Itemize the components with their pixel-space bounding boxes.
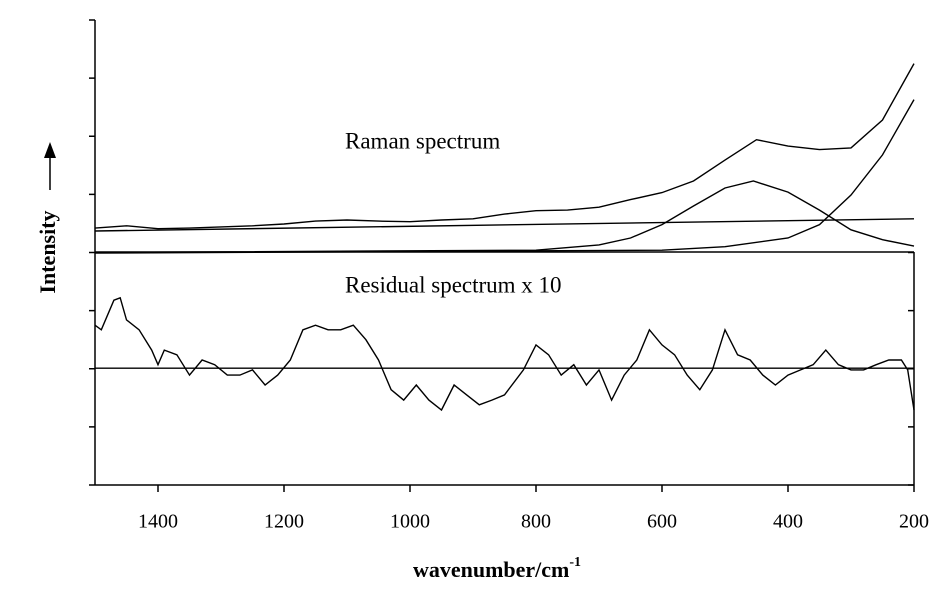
y-arrow-head (44, 142, 56, 158)
series-line (94, 180, 915, 254)
x-tick-label: 800 (521, 511, 551, 533)
x-tick-label: 1000 (390, 511, 430, 533)
series-line (94, 296, 915, 412)
annotation: Raman spectrum (345, 128, 500, 153)
x-tick-label: 200 (899, 511, 929, 533)
x-tick-label: 400 (773, 511, 803, 533)
x-tick-label: 1200 (264, 511, 304, 533)
series-line (94, 99, 915, 254)
x-axis-label-text: wavenumber/cm (413, 557, 569, 582)
series-line (94, 218, 915, 232)
x-tick-label: 600 (647, 511, 677, 533)
annotation: Residual spectrum x 10 (345, 272, 562, 297)
series-line (94, 63, 915, 230)
x-axis-label-sup: -1 (569, 555, 581, 570)
y-axis-label: Intensity (35, 210, 60, 293)
x-tick-label: 1400 (138, 511, 178, 533)
x-axis-label: wavenumber/cm-1 (413, 555, 581, 582)
